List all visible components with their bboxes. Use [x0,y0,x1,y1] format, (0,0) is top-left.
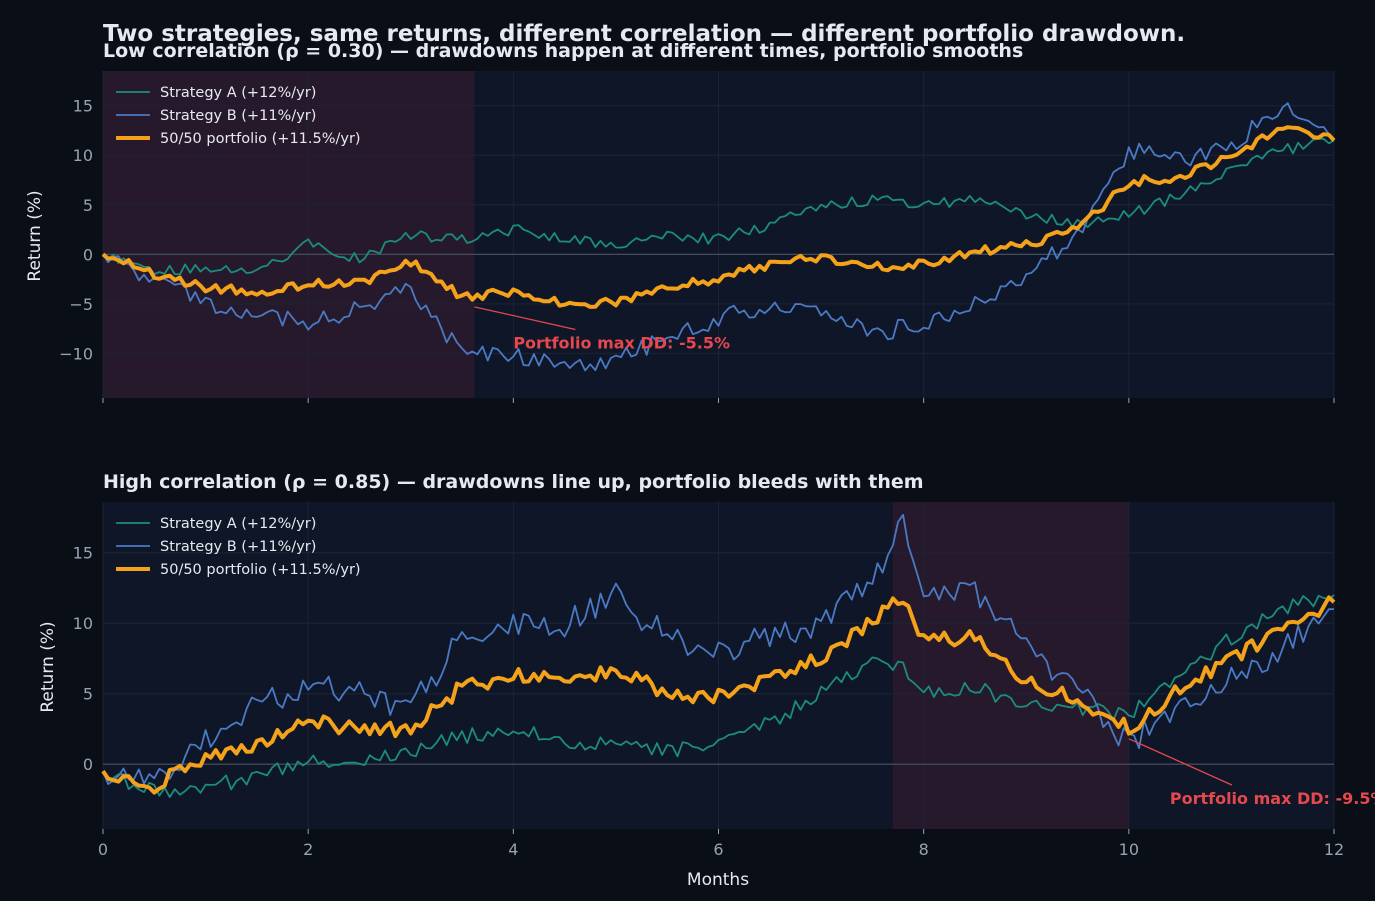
series-line-strategy-a [102,594,1335,798]
panel-title: High correlation (ρ = 0.85) — drawdowns … [103,471,924,493]
series-line-portfolio [101,125,1336,309]
x-tick-label: 8 [919,840,929,859]
legend-label-portfolio: 50/50 portfolio (+11.5%/yr) [160,131,361,147]
series-line-portfolio [101,595,1336,795]
annotation-arrow [1128,738,1233,786]
drawdown-window [103,71,475,398]
x-axis-label: Months [687,870,749,890]
series-line-strategy-a [102,137,1335,276]
legend-label-strategy-a: Strategy A (+12%/yr) [160,516,316,532]
y-tick-label: 15 [73,97,93,116]
legend-label-strategy-b: Strategy B (+11%/yr) [160,108,316,124]
annotation-arrow [474,306,576,331]
x-tick-label: 2 [303,840,313,859]
legend-label-portfolio: 50/50 portfolio (+11.5%/yr) [160,562,361,578]
y-tick-label: 0 [83,245,93,264]
x-tick-label: 6 [713,840,723,859]
x-tick-label: 10 [1119,840,1139,859]
y-tick-label: 10 [73,614,93,633]
series-line-strategy-b [102,102,1335,372]
y-tick-label: −5 [69,295,93,314]
y-tick-label: 10 [73,146,93,165]
x-tick-label: 4 [508,840,518,859]
x-tick-label: 0 [98,840,108,859]
y-tick-label: 15 [73,544,93,563]
annotation-text: Portfolio max DD: -9.5% [1170,789,1375,808]
x-tick-label: 12 [1324,840,1344,859]
legend-label-strategy-b: Strategy B (+11%/yr) [160,539,316,555]
panel-low-correlation: Low correlation (ρ = 0.30) — drawdowns h… [25,40,1336,403]
panel-high-correlation: High correlation (ρ = 0.85) — drawdowns … [38,471,1375,859]
legend-label-strategy-a: Strategy A (+12%/yr) [160,85,316,101]
y-tick-label: 5 [83,685,93,704]
y-axis-label: Return (%) [25,190,45,281]
drawdown-window [892,502,1129,829]
y-axis-label: Return (%) [38,621,58,712]
annotation-text: Portfolio max DD: -5.5% [513,334,730,353]
y-tick-label: 5 [83,196,93,215]
y-tick-label: −10 [59,344,93,363]
panel-title: Low correlation (ρ = 0.30) — drawdowns h… [103,40,1023,62]
y-tick-label: 0 [83,755,93,774]
figure-suptitle: Two strategies, same returns, different … [103,21,1185,47]
